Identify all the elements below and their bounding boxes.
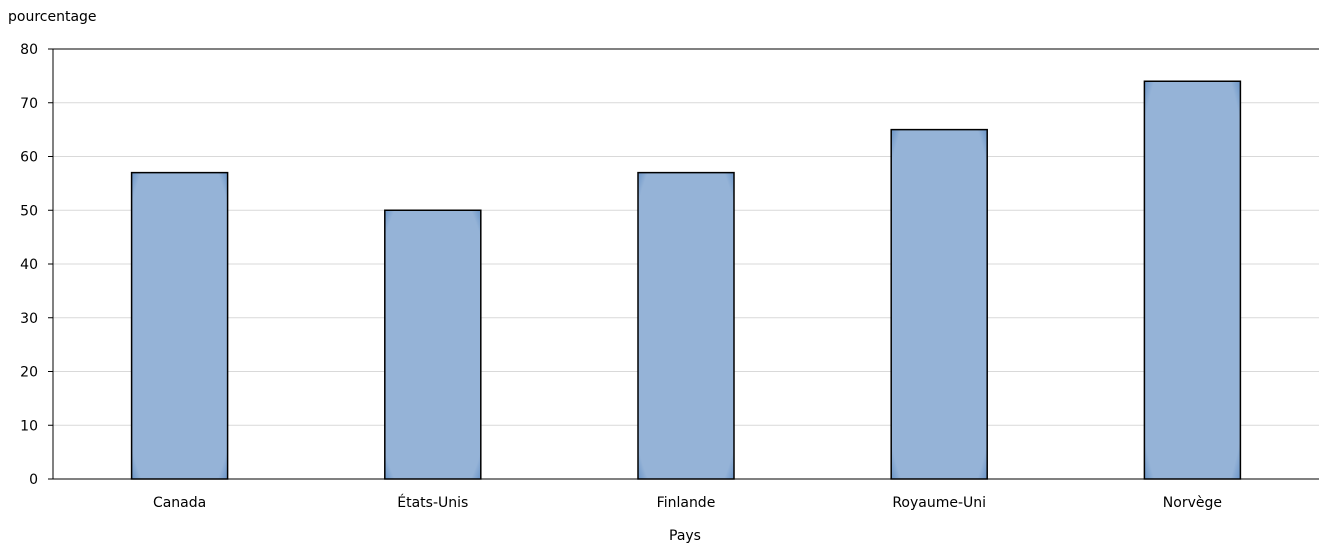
y-tick-label: 60 — [20, 150, 38, 166]
bar — [130, 171, 229, 480]
x-tick-label: États-Unis — [397, 494, 468, 511]
y-tick-label: 10 — [20, 418, 38, 434]
x-tick-label: Canada — [153, 495, 206, 511]
y-axis-ticks: 0 10 20 30 40 50 60 70 80 — [20, 42, 38, 488]
y-tick-label: 0 — [29, 472, 38, 488]
y-tick-label: 40 — [20, 257, 38, 273]
x-tick-label: Norvège — [1163, 495, 1222, 511]
y-tick-label: 30 — [20, 311, 38, 327]
y-tick-label: 50 — [20, 203, 38, 219]
bar — [637, 171, 735, 480]
x-tick-label: Finlande — [657, 495, 716, 511]
bar — [1143, 80, 1242, 480]
bar — [384, 209, 482, 480]
y-tick-label: 70 — [20, 96, 38, 112]
x-tick-label: Royaume-Uni — [892, 495, 986, 511]
plot-frame — [48, 48, 1319, 480]
y-tick-label: 20 — [20, 365, 38, 381]
x-axis-labels: Canada États-Unis Finlande Royaume-Uni Norvè… — [153, 494, 1222, 511]
y-tick-label: 80 — [20, 42, 38, 58]
y-axis-title: pourcentage — [8, 9, 97, 25]
x-axis-title: Pays — [669, 528, 701, 544]
bars — [130, 80, 1242, 480]
bar — [890, 128, 988, 480]
